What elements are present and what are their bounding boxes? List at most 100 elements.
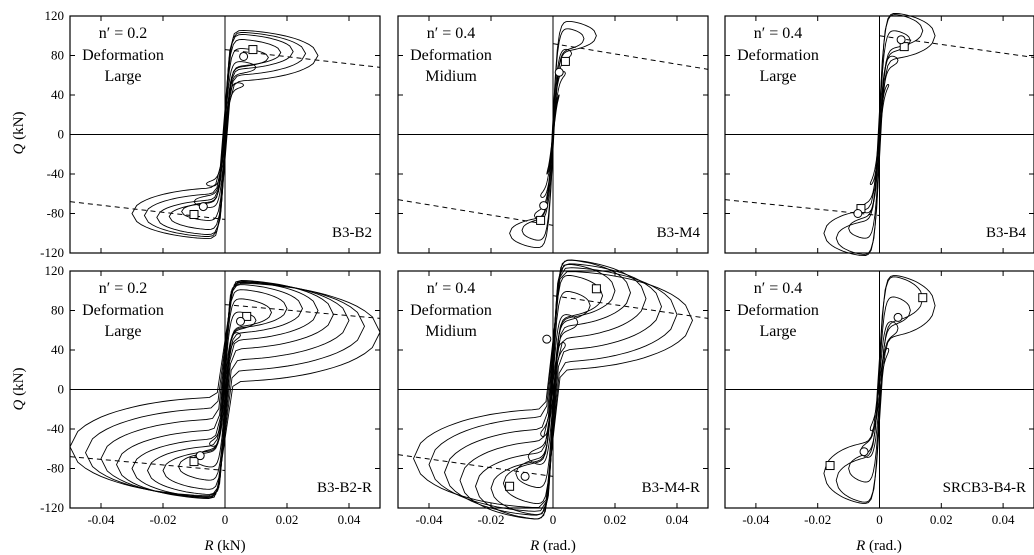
hysteresis-loop-3: [533, 48, 573, 221]
panel-B3-M4-R: -0.04 -0.02 0 0.02 0.04 n′ = 0.4 Deformation Mi…: [397, 259, 709, 527]
square-marker: [591, 284, 601, 294]
x-tick-label: -0.04: [415, 512, 443, 527]
deformation-level-label: Large: [759, 68, 796, 85]
hysteresis-loop-5: [490, 263, 616, 516]
circle-marker: [542, 334, 552, 344]
hysteresis-loop-10: [413, 271, 693, 508]
specimen-label: SRCB3-B4-R: [943, 480, 1026, 496]
y-tick-label: 120: [45, 263, 65, 278]
y-tick-label: -80: [47, 461, 64, 476]
y-tick-label: 80: [51, 48, 64, 63]
hysteresis-loop-7: [131, 29, 319, 240]
circle-marker: [539, 201, 549, 211]
y-tick-label: 120: [45, 8, 65, 23]
y-axis-title-top: Q (kN): [11, 112, 27, 155]
x-tick-label: 0.02: [930, 512, 953, 527]
y-tick-label: 80: [51, 303, 64, 318]
axial-ratio-label: n′ = 0.4: [427, 280, 476, 297]
y-tick-label: 0: [58, 382, 65, 397]
y-tick-label: -40: [47, 166, 64, 181]
circle-marker: [896, 35, 906, 45]
dashed-reference-line: [552, 43, 709, 70]
hysteresis-loop-5: [146, 284, 304, 495]
panel-B3-B4: n′ = 0.4 Deformation Large B3-B4: [724, 12, 1034, 257]
hysteresis-loop-5: [823, 275, 936, 504]
circle-marker: [198, 202, 208, 212]
hysteresis-loop-10: [69, 282, 381, 497]
panel-SRCB3-B4-R: -0.04 -0.02 0 0.02 0.04 n′ = 0.4 Deformation La…: [724, 270, 1034, 527]
deformation-level-label: Midium: [425, 68, 477, 85]
deformation-label: Deformation: [737, 47, 819, 64]
square-marker: [536, 215, 546, 225]
x-tick-label: -0.02: [149, 512, 176, 527]
square-marker: [505, 481, 515, 491]
x-tick-label: 0: [876, 512, 883, 527]
deformation-level-label: Large: [104, 323, 141, 340]
circle-marker: [554, 67, 564, 77]
square-marker: [248, 45, 258, 55]
deformation-level-label: Midium: [425, 323, 477, 340]
deformation-label: Deformation: [410, 47, 492, 64]
circle-marker: [859, 447, 869, 457]
circle-marker: [893, 312, 903, 322]
axial-ratio-label: n′ = 0.4: [754, 25, 803, 42]
hysteresis-loop-6: [143, 32, 307, 237]
circle-marker: [239, 51, 249, 61]
square-marker: [825, 461, 835, 471]
circle-marker: [520, 471, 530, 481]
deformation-label: Deformation: [82, 47, 164, 64]
x-tick-label: -0.02: [477, 512, 504, 527]
square-marker: [918, 293, 928, 303]
axial-ratio-label: n′ = 0.2: [99, 25, 148, 42]
x-tick-label: -0.04: [742, 512, 770, 527]
x-tick-label: -0.04: [87, 512, 115, 527]
x-tick-label: -0.02: [804, 512, 831, 527]
axial-ratio-label: n′ = 0.2: [99, 280, 148, 297]
hysteresis-loop-3: [181, 48, 269, 221]
specimen-label: B3-B4: [986, 225, 1027, 241]
deformation-label: Deformation: [737, 302, 819, 319]
dashed-reference-line: [552, 295, 709, 319]
hysteresis-loop-4: [835, 14, 924, 255]
x-tick-label: 0.02: [276, 512, 299, 527]
deformation-label: Deformation: [82, 302, 164, 319]
hysteresis-loop-3: [515, 291, 591, 488]
x-axis-title-right: R (rad.): [855, 538, 902, 554]
axial-ratio-label: n′ = 0.4: [427, 25, 476, 42]
x-tick-label: 0.02: [604, 512, 627, 527]
deformation-level-label: Large: [759, 323, 796, 340]
dashed-reference-line: [224, 49, 381, 68]
deformation-level-label: Large: [104, 68, 141, 85]
y-tick-label: -40: [47, 421, 64, 436]
y-tick-label: 40: [51, 87, 64, 102]
dashed-reference-line: [224, 304, 381, 319]
y-axis-title-bottom: Q (kN): [11, 368, 27, 411]
circle-marker: [853, 209, 863, 218]
hysteresis-loop-7: [459, 259, 647, 520]
hysteresis-loop-4: [162, 289, 288, 490]
y-tick-label: 40: [51, 342, 64, 357]
hysteresis-loop-8: [100, 280, 350, 499]
axial-ratio-label: n′ = 0.4: [754, 280, 803, 297]
specimen-label: B3-M4-R: [642, 480, 700, 496]
dashed-reference-line: [397, 454, 554, 477]
square-marker: [189, 457, 199, 467]
dashed-reference-line: [69, 201, 226, 220]
x-axis-title-middle: R (rad.): [529, 538, 576, 554]
specimen-label: B3-M4: [657, 225, 701, 241]
hysteresis-loop-3: [848, 296, 911, 483]
y-tick-label: 0: [58, 127, 65, 142]
deformation-label: Deformation: [410, 302, 492, 319]
hysteresis-loop-2: [527, 314, 579, 465]
panel-B3-B2-R: -120 -80 -40 0 40 80 120 -0.04 -0.02 0 0.02 0.04 n′ …: [40, 263, 381, 527]
hysteresis-loop-9: [84, 281, 366, 498]
x-tick-label: 0.04: [666, 512, 689, 527]
panel-B3-B2: -120 -80 -40 0 40 80 120 n′ = 0.2 Deformation Lar…: [40, 8, 381, 260]
dashed-reference-line: [69, 456, 226, 471]
hysteresis-loop-9: [428, 267, 678, 512]
panels: -120 -80 -40 0 40 80 120 n′ = 0.2 Deformation Lar…: [40, 8, 1034, 527]
square-marker: [560, 56, 570, 66]
hysteresis-loop-2: [860, 321, 899, 458]
hysteresis-loop-5: [156, 34, 294, 235]
